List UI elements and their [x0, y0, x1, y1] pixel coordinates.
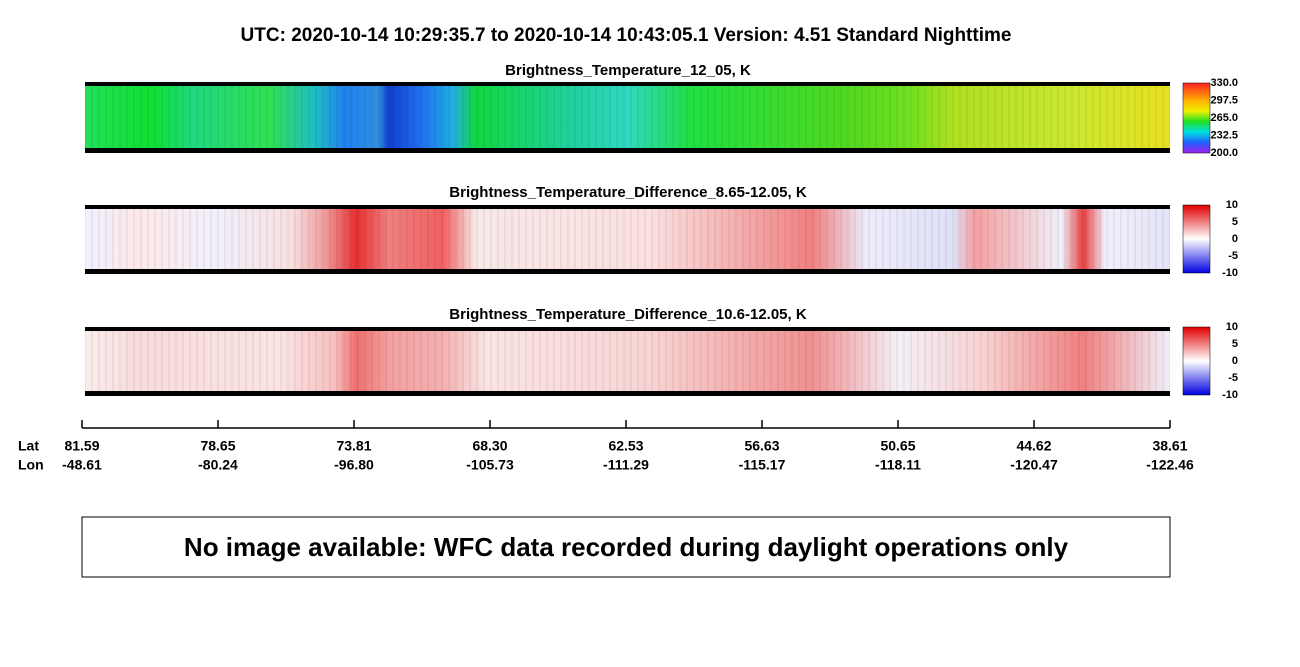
lon-tick-label: -111.29 [603, 457, 649, 473]
lat-label: Lat [18, 438, 39, 454]
panel-title: Brightness_Temperature_Difference_10.6-1… [449, 306, 807, 323]
lat-tick-label: 56.63 [744, 438, 779, 454]
colorbar-tick-label: 10 [1226, 199, 1238, 211]
lat-tick-label: 68.30 [472, 438, 507, 454]
colorbar-tick-label: 200.0 [1210, 147, 1238, 159]
colorbar-tick-label: 232.5 [1210, 129, 1238, 141]
colorbar-tick-label: 265.0 [1210, 112, 1238, 124]
lon-tick-label: -48.61 [62, 457, 102, 473]
colorbar-tick-label: -10 [1222, 267, 1238, 279]
message: No image available: WFC data recorded du… [184, 532, 1069, 562]
panel [85, 82, 1211, 154]
lon-tick-label: -105.73 [466, 457, 514, 473]
strip-border [85, 327, 1170, 331]
message-box [81, 516, 1171, 578]
colorbar-tick-label: 10 [1226, 321, 1238, 333]
strip-border [85, 148, 1170, 153]
image-texture [85, 330, 1170, 393]
image-texture [85, 85, 1170, 150]
panel [85, 204, 1211, 274]
lon-tick-label: -118.11 [875, 457, 921, 473]
lat-tick-label: 73.81 [336, 438, 371, 454]
lat-tick-label: 50.65 [880, 438, 915, 454]
lat-tick-label: 78.65 [200, 438, 235, 454]
lon-tick-label: -80.24 [198, 457, 238, 473]
lat-tick-label: 38.61 [1152, 438, 1187, 454]
colorbar [1182, 204, 1211, 274]
colorbar [1182, 82, 1211, 154]
lon-tick-label: -120.47 [1010, 457, 1058, 473]
lon-tick-label: -115.17 [739, 457, 786, 473]
colorbar-tick-label: 297.5 [1210, 94, 1238, 106]
image-texture [85, 208, 1170, 271]
lat-tick-label: 44.62 [1016, 438, 1051, 454]
colorbar-tick-label: -5 [1228, 372, 1238, 384]
panel-title: Brightness_Temperature_Difference_8.65-1… [449, 184, 807, 201]
colorbar-tick-label: 5 [1232, 216, 1238, 228]
colorbar-tick-label: -10 [1222, 389, 1238, 401]
lat-tick-label: 62.53 [608, 438, 643, 454]
colorbar-tick-label: 0 [1232, 233, 1238, 245]
lon-tick-label: -122.46 [1146, 457, 1194, 473]
colorbar-tick-label: 330.0 [1210, 77, 1238, 89]
colorbar-tick-label: -5 [1228, 250, 1238, 262]
colorbar-tick-label: 5 [1232, 338, 1238, 350]
strip-border [85, 269, 1170, 274]
lat-tick-label: 81.59 [64, 438, 99, 454]
panel-title: Brightness_Temperature_12_05, K [505, 62, 751, 79]
lon-label: Lon [18, 457, 44, 473]
strip-border [85, 82, 1170, 86]
lon-tick-label: -96.80 [334, 457, 374, 473]
figure-title: UTC: 2020-10-14 10:29:35.7 to 2020-10-14… [241, 25, 1012, 46]
colorbar [1182, 326, 1211, 396]
colorbar-tick-label: 0 [1232, 355, 1238, 367]
strip-border [85, 205, 1170, 209]
strip-border [85, 391, 1170, 396]
panel [85, 326, 1211, 396]
